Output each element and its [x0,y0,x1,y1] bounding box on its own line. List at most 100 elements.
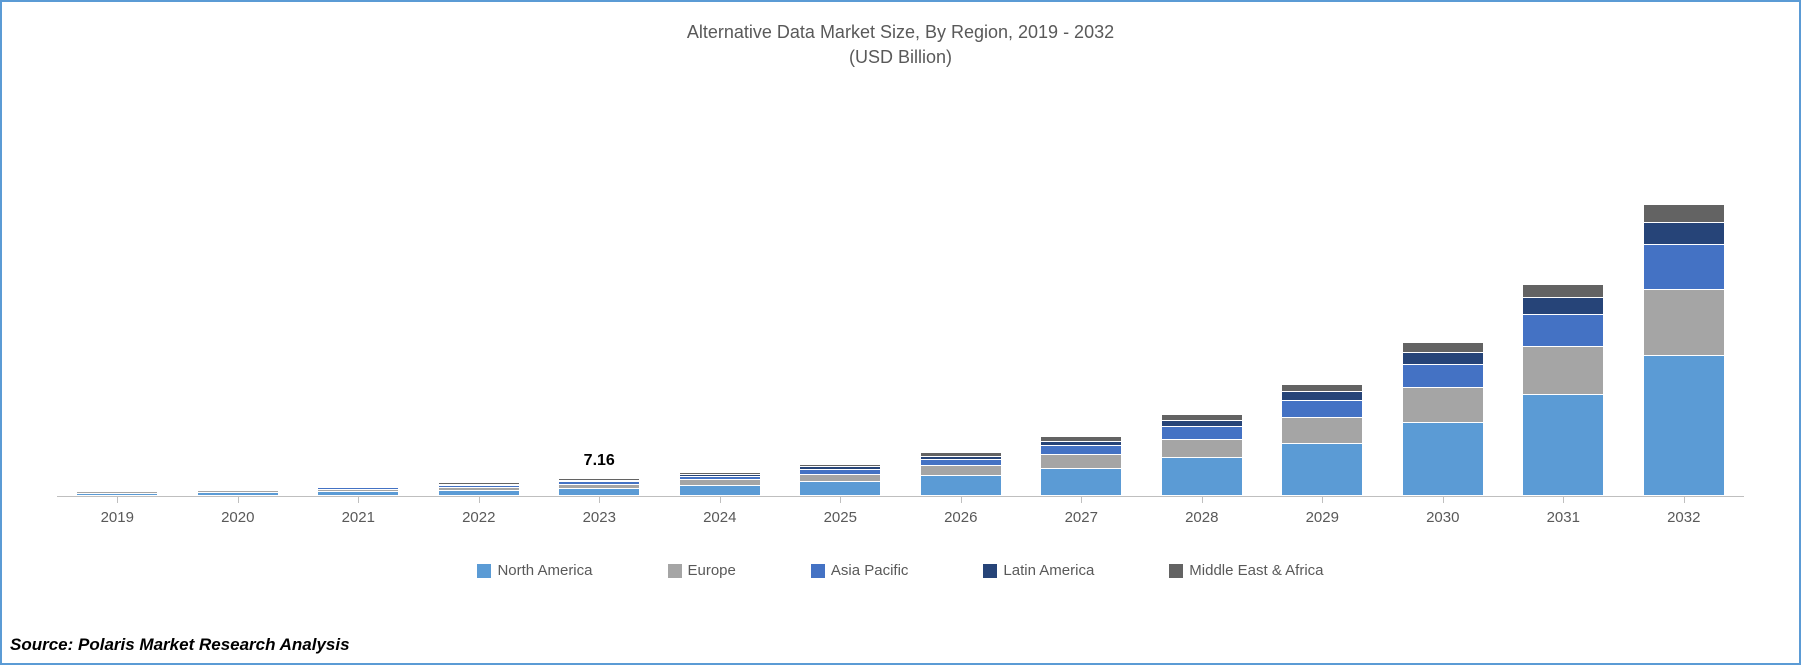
x-tick: 2028 [1142,504,1263,526]
x-tick: 2022 [419,504,540,526]
x-tick-label: 2027 [1021,504,1142,526]
x-tick-label: 2020 [178,504,299,526]
bar-segment [800,481,880,495]
bar-stack [438,482,520,496]
legend-item: Asia Pacific [811,562,909,579]
bar-segment [439,490,519,495]
x-tick-label: 2029 [1262,504,1383,526]
bar-segment [921,465,1001,475]
bar-stack [1643,204,1725,496]
x-tick: 2024 [660,504,781,526]
x-tick-label: 2032 [1624,504,1745,526]
bar-stack [1040,436,1122,496]
chart-title-line2: (USD Billion) [2,45,1799,70]
bar-segment [1644,355,1724,495]
bar-column [1021,97,1142,496]
bar-stack [558,478,640,496]
bar-column [57,97,178,496]
bar-segment [1282,443,1362,495]
bar-stack [1402,342,1484,496]
bar-segment [1282,391,1362,400]
bar-segment [77,493,157,495]
bar-segment [1041,445,1121,454]
bar-stack [920,452,1002,496]
bar-stack [1522,284,1604,496]
source-label: Source: Polaris Market Research Analysis [10,635,350,655]
x-tick-label: 2028 [1142,504,1263,526]
legend-swatch [1169,564,1183,578]
chart-title: Alternative Data Market Size, By Region,… [2,2,1799,70]
bars-wrapper: 7.16 [57,97,1744,496]
bar-segment [680,485,760,495]
legend-swatch [477,564,491,578]
data-label: 7.16 [584,452,615,470]
x-tick-label: 2024 [660,504,781,526]
chart-container: Alternative Data Market Size, By Region,… [0,0,1801,665]
bar-segment [318,491,398,495]
bar-column [1262,97,1383,496]
bar-column [1383,97,1504,496]
x-tick-label: 2022 [419,504,540,526]
bar-stack [317,485,399,496]
legend-swatch [811,564,825,578]
x-tick-label: 2031 [1503,504,1624,526]
plot-area: 7.16 [57,97,1744,497]
bar-segment [800,474,880,481]
x-tick: 2019 [57,504,178,526]
bar-column [419,97,540,496]
bar-segment [1403,387,1483,422]
bar-segment [1644,205,1724,222]
legend-swatch [983,564,997,578]
legend: North AmericaEuropeAsia PacificLatin Ame… [2,562,1799,579]
legend-label: North America [497,562,592,579]
x-tick-label: 2019 [57,504,178,526]
bar-segment [1523,314,1603,346]
legend-item: Europe [668,562,736,579]
bar-segment [1523,394,1603,495]
bar-column [901,97,1022,496]
bar-column [298,97,419,496]
bar-column [1503,97,1624,496]
x-tick: 2029 [1262,504,1383,526]
x-tick-label: 2023 [539,504,660,526]
bar-segment [1162,439,1242,458]
bar-segment [1523,346,1603,394]
bar-segment [1523,285,1603,297]
bar-segment [1403,343,1483,352]
bar-segment [1644,222,1724,244]
bar-stack [679,472,761,496]
legend-item: Middle East & Africa [1169,562,1323,579]
legend-item: North America [477,562,592,579]
chart-title-line1: Alternative Data Market Size, By Region,… [2,20,1799,45]
bar-column [178,97,299,496]
bar-segment [1162,457,1242,495]
bar-column [1624,97,1745,496]
bar-column: 7.16 [539,97,660,496]
bar-column [780,97,901,496]
x-tick: 2025 [780,504,901,526]
bar-segment [921,475,1001,495]
bar-stack [1281,384,1363,496]
x-tick: 2020 [178,504,299,526]
x-tick-label: 2030 [1383,504,1504,526]
x-tick: 2023 [539,504,660,526]
x-tick-label: 2025 [780,504,901,526]
legend-label: Asia Pacific [831,562,909,579]
bar-segment [1403,422,1483,495]
bar-segment [1041,468,1121,495]
bar-stack [76,488,158,496]
bar-segment [559,488,639,495]
bar-column [660,97,781,496]
legend-label: Europe [688,562,736,579]
bar-segment [1403,364,1483,387]
x-tick: 2021 [298,504,419,526]
x-tick-label: 2026 [901,504,1022,526]
legend-label: Middle East & Africa [1189,562,1323,579]
bar-segment [1403,352,1483,364]
bar-stack [799,464,881,496]
x-tick-label: 2021 [298,504,419,526]
bar-segment [1162,426,1242,438]
legend-swatch [668,564,682,578]
bar-stack [1161,414,1243,496]
x-tick: 2026 [901,504,1022,526]
